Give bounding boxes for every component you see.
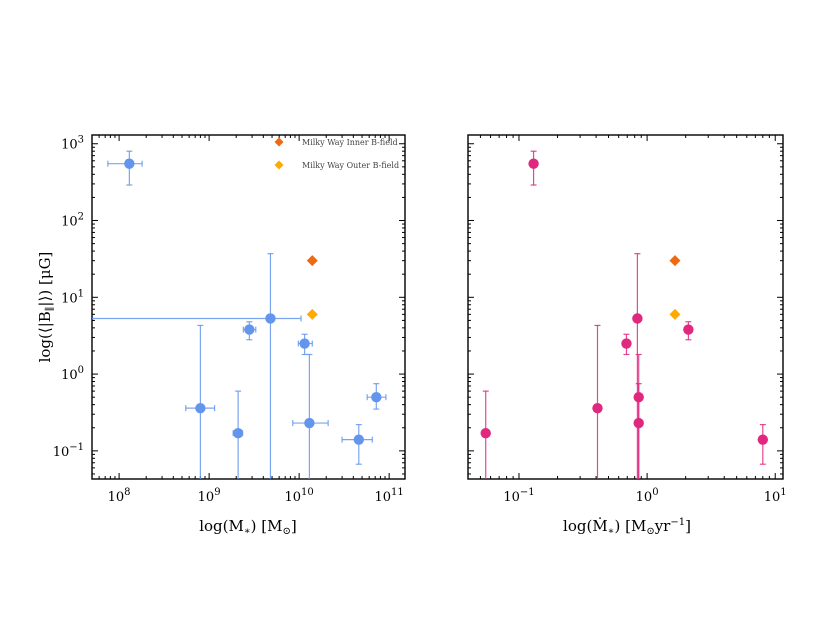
outflow-rate-panel: 10−1 100 101 log(Ṁ∗) [M⊙yr−1]: [467, 134, 787, 537]
left-x-tick-label: 109: [198, 487, 221, 505]
left-data-point: [371, 391, 382, 403]
left-milky-way-marker: [306, 308, 318, 320]
right-ticks: 10−1 100 101: [468, 135, 787, 505]
stellar-mass-panel: 108 109 1010 1011 10−1 100 101 102 103 Milky Way…: [36, 134, 406, 537]
right-milky-way-marker: [669, 308, 681, 320]
legend-inner-label: Milky Way Inner B-field: [302, 138, 398, 147]
left-axes-frame: [91, 134, 406, 480]
left-milky-way-marker: [306, 255, 318, 267]
right-data-marks: [480, 150, 769, 479]
left-data-point: [299, 338, 310, 349]
right-data-point: [528, 158, 539, 169]
left-x-tick-label: 1011: [375, 487, 404, 505]
right-data-point: [757, 434, 769, 445]
right-x-tick-label: 100: [636, 487, 659, 505]
right-data-point: [683, 324, 694, 335]
left-data-point: [265, 313, 276, 324]
left-data-point: [124, 158, 135, 169]
right-milky-way-marker: [669, 255, 681, 267]
left-data-point: [232, 427, 244, 439]
legend-outer-marker: [274, 160, 284, 170]
right-data-point: [480, 427, 491, 439]
left-data-point: [244, 324, 255, 335]
right-axes-frame: [467, 134, 784, 480]
left-y-axis-label: log(⟨|B∥|⟩) [μG]: [36, 252, 56, 363]
legend: Milky Way Inner B-field Milky Way Outer …: [274, 137, 399, 170]
left-y-tick-label: 102: [61, 212, 84, 230]
left-y-tick-label: 101: [61, 288, 84, 306]
left-x-tick-label: 1010: [284, 487, 313, 505]
left-y-tick-label: 100: [61, 365, 84, 383]
left-x-tick-label: 108: [108, 487, 131, 505]
left-y-tick-label: 103: [61, 135, 84, 153]
right-x-axis-label: log(Ṁ∗) [M⊙yr−1]: [563, 517, 691, 537]
left-y-tick-label: 10−1: [53, 442, 84, 460]
right-data-point: [592, 402, 603, 414]
left-x-axis-label: log(M∗) [M⊙]: [199, 517, 297, 537]
right-data-point: [633, 417, 644, 429]
right-data-point: [621, 338, 632, 349]
right-x-tick-label: 101: [764, 487, 787, 505]
left-data-point: [304, 417, 315, 429]
right-x-tick-label: 10−1: [503, 487, 534, 505]
left-ticks: 108 109 1010 1011 10−1 100 101 102 103: [53, 135, 405, 505]
legend-outer-label: Milky Way Outer B-field: [302, 161, 399, 170]
left-data-marks: [92, 150, 387, 479]
left-data-point: [195, 402, 206, 414]
left-data-point: [353, 434, 364, 445]
right-data-point: [632, 313, 643, 324]
legend-inner-marker: [274, 137, 284, 147]
